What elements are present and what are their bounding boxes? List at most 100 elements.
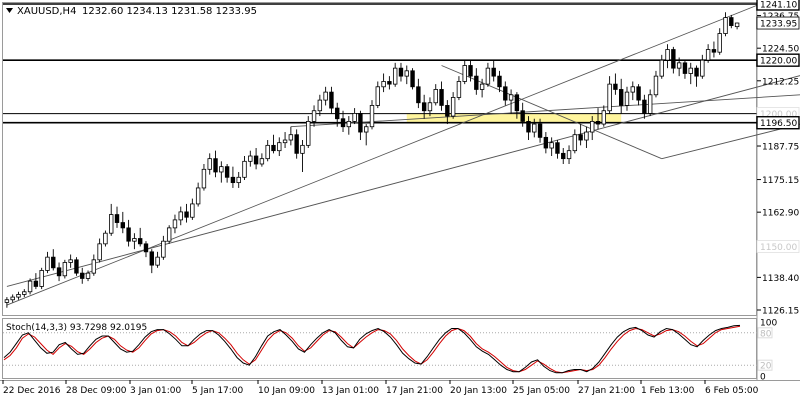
- time-tick-label: 1 Feb 13:00: [641, 386, 695, 396]
- candle: [300, 140, 305, 172]
- candle-body: [427, 102, 433, 112]
- candle: [294, 129, 299, 159]
- candle: [653, 70, 659, 98]
- candle-body: [132, 238, 137, 242]
- candle: [601, 105, 607, 127]
- candle-body: [734, 22, 740, 28]
- candle: [630, 81, 635, 101]
- candle-body: [282, 139, 288, 144]
- candle: [723, 12, 728, 37]
- candle-body: [155, 256, 160, 266]
- candle: [248, 150, 253, 167]
- candle-body: [149, 251, 154, 266]
- candle-body: [723, 17, 728, 34]
- candle-body: [485, 67, 491, 85]
- stochastic-tick-label: 20: [760, 362, 772, 372]
- candle: [694, 65, 699, 87]
- candle: [676, 57, 682, 77]
- trendline[interactable]: [6, 42, 800, 287]
- candle: [85, 270, 91, 282]
- price-tick-label: 1224.50: [762, 45, 799, 55]
- time-tick-label: 5 Jan 17:00: [192, 386, 244, 396]
- time-tick-label: 27 Jan 21:00: [578, 386, 635, 396]
- candle: [22, 289, 27, 298]
- candle: [340, 110, 346, 133]
- candle-body: [335, 107, 340, 120]
- candle: [224, 163, 230, 183]
- symbol-title[interactable]: XAUUSD,H4: [17, 6, 76, 17]
- candle-body: [421, 102, 427, 112]
- candle: [201, 163, 207, 191]
- candle: [271, 134, 276, 154]
- time-tick-label: 17 Jan 21:00: [386, 386, 443, 396]
- candle-body: [520, 110, 525, 122]
- candle-body: [306, 120, 311, 146]
- candle-body: [340, 118, 346, 128]
- candle-body: [717, 33, 722, 53]
- candle-body: [364, 126, 369, 133]
- candle-body: [445, 105, 450, 117]
- candle: [543, 132, 549, 154]
- candle-body: [62, 262, 68, 277]
- stochastic-level-box: [757, 327, 773, 339]
- candle: [132, 233, 137, 250]
- price-tick-label: 1187.75: [762, 143, 799, 153]
- candle-body: [195, 187, 201, 205]
- candle-body: [566, 150, 572, 160]
- candle: [91, 254, 97, 276]
- candle: [56, 262, 62, 282]
- candle-body: [474, 75, 479, 90]
- candle: [729, 14, 734, 29]
- candle-body: [358, 113, 363, 133]
- candle: [665, 44, 670, 69]
- candle-body: [45, 256, 50, 271]
- candle-body: [439, 89, 444, 106]
- candle-body: [375, 86, 380, 106]
- time-tick-label: 10 Jan 09:00: [258, 386, 315, 396]
- candle-body: [4, 299, 10, 303]
- candle: [416, 78, 421, 109]
- time-tick-label: 13 Jan 01:00: [322, 386, 379, 396]
- candle-body: [68, 259, 73, 263]
- candle-body: [607, 83, 612, 112]
- candle-body: [137, 238, 143, 245]
- time-tick-label: 3 Jan 01:00: [130, 386, 182, 396]
- candle-body: [80, 272, 85, 279]
- candle: [549, 137, 554, 157]
- candle: [734, 22, 740, 30]
- candle-body: [392, 67, 398, 85]
- stochastic-tick-label: 0: [760, 373, 766, 383]
- candle: [143, 241, 149, 258]
- candle-body: [219, 166, 224, 173]
- candle-body: [433, 89, 438, 104]
- candle-body: [27, 280, 33, 293]
- candle-body: [207, 158, 212, 170]
- candle: [68, 254, 73, 268]
- candle: [433, 84, 438, 106]
- candle: [421, 94, 427, 119]
- candle-body: [253, 155, 259, 165]
- price-tick-label: 1162.90: [762, 209, 799, 219]
- stochastic-level-box: [757, 359, 773, 371]
- candle: [39, 267, 44, 290]
- candle: [700, 54, 705, 79]
- candle-body: [590, 120, 595, 133]
- dropdown-triangle-icon[interactable]: [6, 8, 13, 13]
- time-tick-label: 20 Jan 13:00: [450, 386, 507, 396]
- candle-body: [56, 267, 62, 277]
- trendline[interactable]: [6, 3, 761, 306]
- candle: [352, 108, 357, 125]
- candle: [253, 148, 259, 170]
- candle: [607, 76, 612, 114]
- candle-body: [659, 59, 664, 77]
- candle-body: [172, 219, 178, 229]
- candle-body: [532, 123, 537, 133]
- candle: [537, 118, 543, 143]
- candle-body: [398, 67, 404, 77]
- candle-body: [161, 240, 166, 258]
- candle: [103, 230, 108, 247]
- candle: [265, 140, 270, 162]
